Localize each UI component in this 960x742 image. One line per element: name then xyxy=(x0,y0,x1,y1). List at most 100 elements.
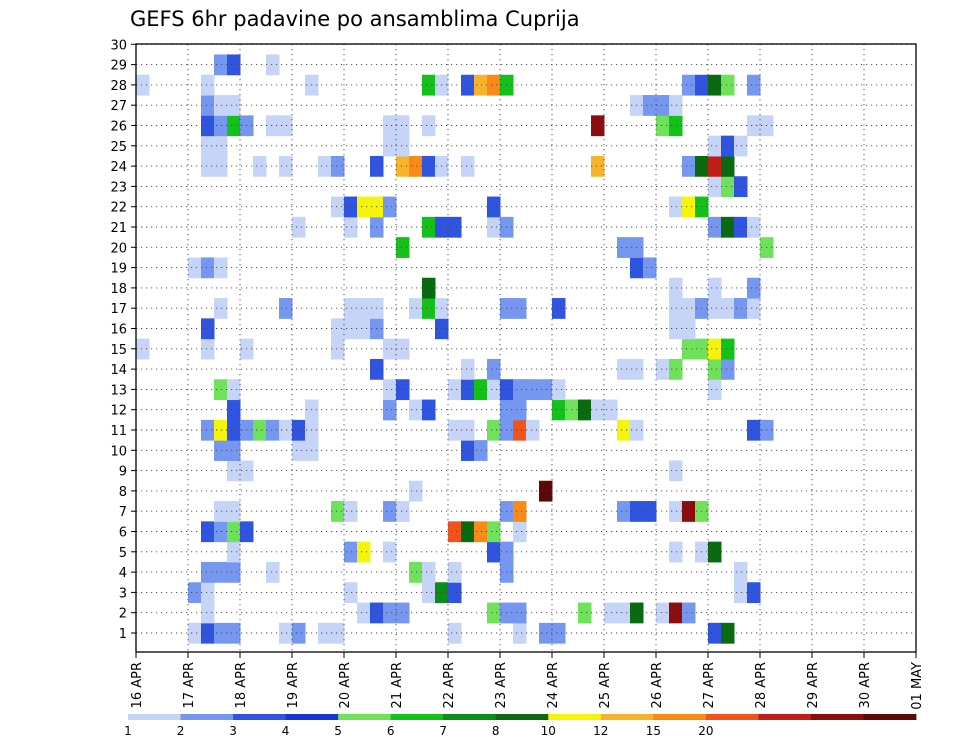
heatmap-cell xyxy=(461,440,475,461)
heatmap-cell xyxy=(409,480,423,502)
heatmap-cell xyxy=(344,501,358,522)
heatmap-cell xyxy=(201,521,215,543)
heatmap-cell xyxy=(331,501,345,522)
heatmap-cell xyxy=(721,622,735,644)
heatmap-cell xyxy=(669,460,683,482)
heatmap-cell xyxy=(201,582,215,604)
heatmap-cell xyxy=(227,501,241,522)
heatmap-cell xyxy=(383,135,397,157)
heatmap-cell xyxy=(201,622,215,644)
heatmap-cell xyxy=(682,338,696,360)
heatmap-cell xyxy=(747,582,761,604)
heatmap-cell xyxy=(552,298,566,319)
heatmap-cell xyxy=(422,216,436,238)
heatmap-cell xyxy=(214,95,228,116)
heatmap-cell xyxy=(669,541,683,563)
colorbar-label: 10 xyxy=(541,724,556,738)
x-tick-label: 21 APR xyxy=(390,662,405,708)
colorbar-swatch xyxy=(128,714,181,720)
heatmap-cell xyxy=(331,155,345,177)
heatmap-cell xyxy=(669,298,683,319)
heatmap-cell xyxy=(214,379,228,401)
heatmap-cell xyxy=(227,440,241,461)
y-tick-label: 11 xyxy=(110,424,127,439)
heatmap-cell xyxy=(669,501,683,522)
colorbar-label: 7 xyxy=(439,724,447,738)
heatmap-cell xyxy=(708,155,722,177)
heatmap-cell xyxy=(188,257,202,279)
x-tick-label: 26 APR xyxy=(650,662,665,708)
heatmap-cell xyxy=(227,419,241,441)
heatmap-cell xyxy=(227,379,241,401)
heatmap-cell xyxy=(396,237,410,258)
heatmap-cell xyxy=(227,399,241,421)
x-tick-label: 29 APR xyxy=(806,662,821,708)
heatmap-cell xyxy=(422,298,436,319)
heatmap-cell xyxy=(188,622,202,644)
plot-frame xyxy=(135,43,917,653)
y-tick-label: 17 xyxy=(110,302,127,317)
heatmap-cell xyxy=(201,115,215,137)
heatmap-cell xyxy=(422,561,436,583)
heatmap-cell xyxy=(708,338,722,360)
heatmap-cell xyxy=(721,338,735,360)
heatmap-cell xyxy=(279,155,293,177)
heatmap-cell xyxy=(487,358,501,380)
colorbar-label: 2 xyxy=(177,724,185,738)
colorbar-swatch xyxy=(390,714,444,720)
colorbar-swatch xyxy=(180,714,234,720)
heatmap-cell xyxy=(708,541,722,563)
colorbar-swatch xyxy=(758,714,812,720)
y-tick-label: 29 xyxy=(110,59,127,74)
heatmap-cell xyxy=(539,622,553,644)
heatmap-cell xyxy=(136,338,150,360)
y-tick-label: 25 xyxy=(110,140,127,155)
x-tick-label: 23 APR xyxy=(494,662,509,708)
heatmap-cell xyxy=(656,602,670,624)
y-tick-label: 3 xyxy=(119,586,127,601)
y-tick-label: 15 xyxy=(110,343,127,358)
colorbar-swatch xyxy=(285,714,339,720)
heatmap-cell xyxy=(201,602,215,624)
heatmap-cell xyxy=(721,298,735,319)
heatmap-cell xyxy=(474,379,488,401)
heatmap-cell xyxy=(292,440,306,461)
heatmap-cell xyxy=(604,399,618,421)
heatmap-cell xyxy=(188,582,202,604)
heatmap-cell xyxy=(513,419,527,441)
heatmap-cell xyxy=(487,521,501,543)
heatmap-cell xyxy=(409,155,423,177)
x-tick-label: 24 APR xyxy=(546,662,561,708)
colorbar-swatch xyxy=(705,714,759,720)
heatmap-cell xyxy=(214,622,228,644)
heatmap-cell xyxy=(734,561,748,583)
colorbar-swatch xyxy=(443,714,497,720)
heatmap-cell xyxy=(344,196,358,218)
heatmap-cell xyxy=(227,541,241,563)
y-tick-label: 28 xyxy=(110,79,127,94)
heatmap-cell xyxy=(409,399,423,421)
y-tick-label: 7 xyxy=(119,505,127,520)
colorbar-swatch xyxy=(338,714,392,720)
y-tick-label: 6 xyxy=(119,526,127,541)
heatmap-cell xyxy=(513,602,527,624)
heatmap-cell xyxy=(344,541,358,563)
heatmap-cell xyxy=(669,318,683,340)
heatmap-cell xyxy=(292,216,306,238)
heatmap-cell xyxy=(448,216,462,238)
heatmap-cell xyxy=(552,622,566,644)
colorbar-label: 20 xyxy=(698,724,713,738)
y-tick-label: 24 xyxy=(110,160,127,175)
y-tick-label: 19 xyxy=(110,262,127,277)
heatmap-cell xyxy=(734,298,748,319)
heatmap-cell xyxy=(383,501,397,522)
heatmap-cell xyxy=(448,582,462,604)
heatmap-cell xyxy=(227,460,241,482)
heatmap-cell xyxy=(721,176,735,198)
x-axis: 16 APR 17 APR 18 APR 19 APR 20 APR 21 APR 22 A… xyxy=(130,652,925,710)
heatmap-cell xyxy=(682,318,696,340)
heatmap-cell xyxy=(708,358,722,380)
heatmap-cell xyxy=(669,602,683,624)
heatmap-cell xyxy=(214,501,228,522)
